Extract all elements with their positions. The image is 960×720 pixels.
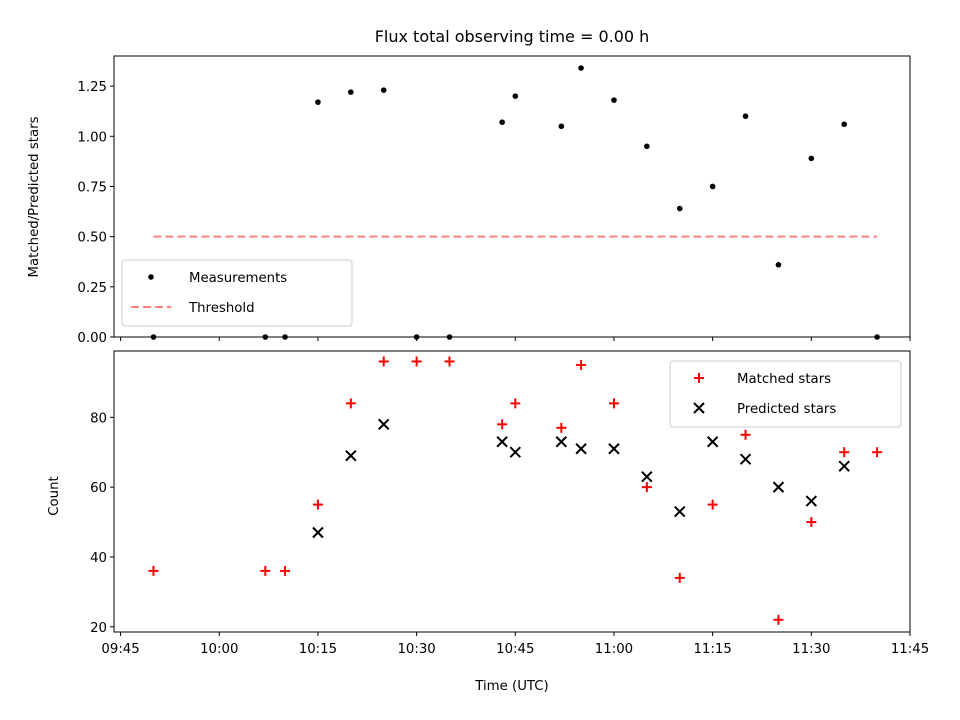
measurement-point [676, 205, 683, 212]
legend-label: Matched stars [737, 372, 831, 387]
top-y-axis-label: Matched/Predicted stars [27, 116, 42, 277]
matched-star-point [378, 356, 389, 367]
y-tick-label: 0.50 [77, 231, 107, 246]
measurement-point [578, 65, 584, 71]
bottom-panel: 09:45 10:00 10:15 10:30 10:45 11:00 11:15 11:30… [90, 350, 929, 657]
matched-star-point [411, 356, 422, 367]
measurement-point [808, 155, 815, 162]
predicted-star-point [674, 505, 686, 518]
legend-label: Threshold [188, 301, 255, 316]
predicted-star-point [772, 481, 785, 493]
y-tick-label: 0.25 [77, 281, 107, 296]
bottom-plot-frame [113, 350, 911, 633]
x-tick-label: 11:45 [891, 642, 929, 657]
matched-star-point [773, 614, 784, 625]
matched-star-point [148, 565, 159, 576]
predicted-star-point [378, 418, 390, 431]
x-tick-label: 10:30 [397, 642, 435, 657]
predicted-star-point [555, 436, 568, 448]
y-tick-label: 1.25 [77, 80, 107, 95]
predicted-star-point [805, 495, 818, 507]
matched-star-point [312, 499, 323, 510]
predicted-star-point [608, 443, 620, 455]
measurement-point [558, 123, 565, 130]
measurement-point [611, 97, 617, 103]
measurement-point [380, 87, 387, 93]
measurement-point [512, 93, 519, 99]
predicted-star-point [345, 450, 357, 462]
measurement-point [644, 143, 650, 150]
x-tick-label: 10:15 [299, 642, 337, 657]
matched-star-point [497, 419, 508, 430]
matched-star-point [608, 398, 619, 409]
legend-matched-swatch [694, 373, 704, 383]
legend-label: Measurements [189, 271, 287, 286]
y-tick-label: 0.75 [77, 180, 107, 195]
x-tick-label: 11:30 [792, 642, 830, 657]
matched-star-point [839, 447, 850, 458]
matched-star-point [556, 422, 567, 433]
predicted-star-point [496, 436, 508, 448]
predicted-star-point [312, 526, 324, 539]
top-plot-frame [113, 55, 911, 338]
x-tick-label: 11:15 [693, 642, 731, 657]
matched-star-point [872, 447, 883, 458]
matched-star-point [510, 398, 521, 409]
y-tick-label: 80 [90, 411, 107, 426]
y-tick-label: 0.00 [77, 331, 107, 346]
matched-star-point [641, 482, 652, 493]
matched-star-point [280, 565, 291, 576]
measurement-point [262, 334, 269, 340]
measurement-point [315, 99, 321, 105]
x-tick-label: 09:45 [101, 642, 139, 657]
matched-star-point [444, 356, 455, 367]
matched-star-point [674, 572, 685, 583]
legend-label: Predicted stars [737, 402, 836, 417]
predicted-star-point [838, 460, 850, 472]
y-tick-label: 20 [90, 621, 107, 636]
measurement-point [499, 119, 505, 126]
predicted-star-point [739, 453, 752, 465]
x-axis-label: Time (UTC) [474, 679, 549, 694]
matched-star-point [707, 499, 718, 510]
y-tick-label: 40 [90, 551, 107, 566]
legend-predicted-swatch [693, 402, 705, 414]
measurement-point [446, 334, 453, 340]
predicted-star-point [509, 446, 521, 458]
y-tick-label: 1.00 [77, 130, 107, 145]
measurement-point [841, 121, 848, 128]
measurement-point [742, 113, 749, 120]
measurement-point [348, 89, 354, 95]
matched-star-point [576, 359, 587, 370]
measurement-point [874, 334, 880, 340]
measurement-point [413, 334, 420, 340]
bottom-y-axis-label: Count [47, 476, 62, 516]
matched-star-point [345, 398, 356, 409]
x-tick-label: 11:00 [595, 642, 633, 657]
measurement-point [775, 261, 782, 268]
predicted-star-point [575, 443, 587, 455]
predicted-star-point [641, 470, 653, 483]
x-tick-label: 10:00 [200, 642, 238, 657]
measurement-point [282, 334, 288, 340]
matched-star-point [806, 517, 817, 528]
measurement-point [709, 183, 716, 190]
top-panel: 0.00 0.25 0.50 0.75 1.00 1.25 Measurements Thre… [77, 55, 911, 346]
legend-measurement-swatch [148, 274, 154, 280]
predicted-star-point [706, 436, 719, 448]
chart-title: Flux total observing time = 0.00 h [375, 27, 650, 46]
matched-star-point [740, 429, 751, 440]
matched-star-point [260, 565, 271, 576]
measurement-point [150, 334, 157, 340]
x-tick-label: 10:45 [496, 642, 534, 657]
legend-box [121, 259, 353, 327]
y-tick-label: 60 [90, 481, 107, 496]
legend-box [669, 360, 902, 428]
